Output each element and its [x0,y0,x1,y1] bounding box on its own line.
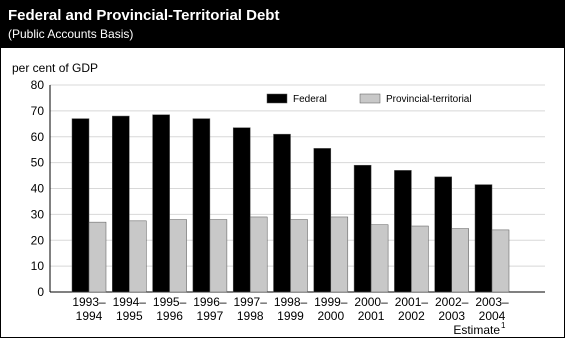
bar [434,176,452,293]
bar [474,184,493,293]
legend-swatch [266,93,288,104]
y-axis-label: per cent of GDP [12,61,98,75]
x-tick-label: 1998– 1999 [274,295,308,323]
bar [249,216,268,293]
bar [232,127,251,293]
x-tick-label: 2000– 2001 [354,295,388,323]
x-tick-label: 1994– 1995 [113,295,147,323]
chart-subtitle: (Public Accounts Basis) [8,27,133,41]
legend-label: Provincial-territorial [386,94,472,105]
bar [273,133,291,293]
bar [290,219,308,293]
bar [169,219,187,293]
x-tick-label: 1995– 1996 [153,295,187,323]
y-tick-label: 50 [31,156,45,170]
bar [451,228,469,293]
legend-swatch [359,93,381,104]
bar [370,224,389,293]
bar [411,225,429,293]
bar [192,118,211,293]
y-tick-label: 10 [31,259,45,273]
x-tick-label: 1997– 1998 [234,295,268,323]
bar [152,114,170,293]
x-tick-label: 2001– 2002 [395,295,429,323]
y-tick-label: 80 [31,78,45,92]
bar [71,118,90,293]
bar [129,220,147,293]
x-tick-label: 1999– 2000 [314,295,348,323]
y-tick-label: 60 [31,130,45,144]
y-tick-label: 40 [31,182,45,196]
bar [491,229,510,293]
x-tick-label: 2002– 2003 [435,295,469,323]
chart-title: Federal and Provincial-Territorial Debt [8,7,279,24]
bar [88,221,107,293]
y-tick-label: 0 [37,285,44,299]
x-tick-label: 2003– 2004 [475,295,509,323]
x-tick-label: 1993– 1994 [72,295,106,323]
y-tick-label: 70 [31,104,45,118]
bar [394,170,412,293]
bar [209,219,228,293]
y-tick-label: 20 [31,233,45,247]
bar [313,148,332,293]
y-tick-label: 30 [31,207,45,221]
bar [330,216,349,293]
annotation-marker: 1 [501,321,506,330]
header-bar [0,0,565,48]
x-tick-label: 1996– 1997 [193,295,227,323]
bar [112,115,130,293]
bar [353,164,372,293]
legend-label: Federal [293,94,327,105]
annotation: Estimate [453,323,500,337]
